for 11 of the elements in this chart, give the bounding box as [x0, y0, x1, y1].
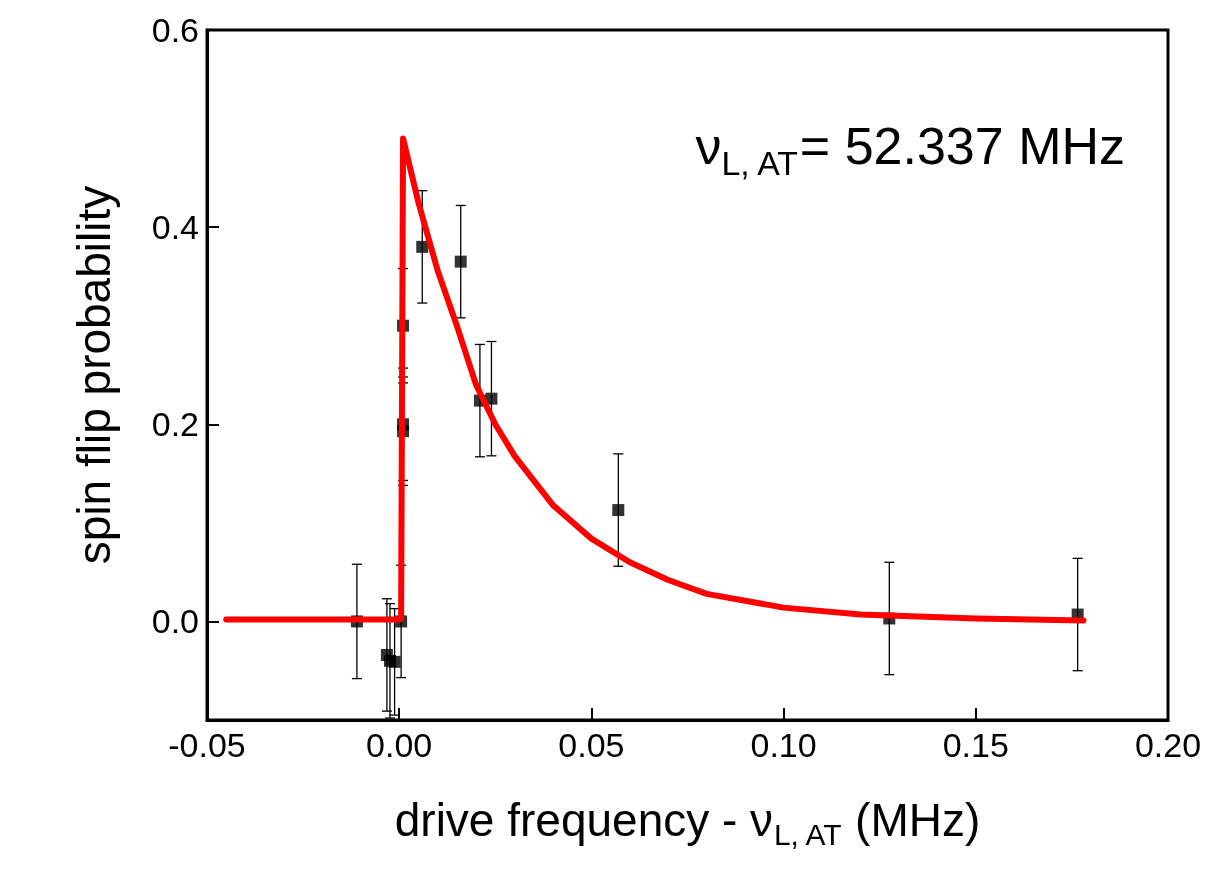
x-tick-label: 0.20 [1134, 726, 1202, 764]
y-tick-label: 0.0 [151, 602, 199, 641]
x-tick-label: -0.05 [168, 726, 246, 764]
y-tick-label: 0.6 [151, 11, 199, 49]
x-tick-label: 0.15 [942, 726, 1009, 764]
x-tick-label: 0.00 [366, 726, 433, 764]
x-tick-label: 0.10 [750, 726, 817, 764]
y-axis-title: spin flip probability [68, 185, 120, 565]
y-tick-label: 0.2 [151, 405, 199, 444]
y-tick-label: 0.4 [151, 208, 199, 247]
x-tick-label: 0.05 [558, 726, 625, 764]
